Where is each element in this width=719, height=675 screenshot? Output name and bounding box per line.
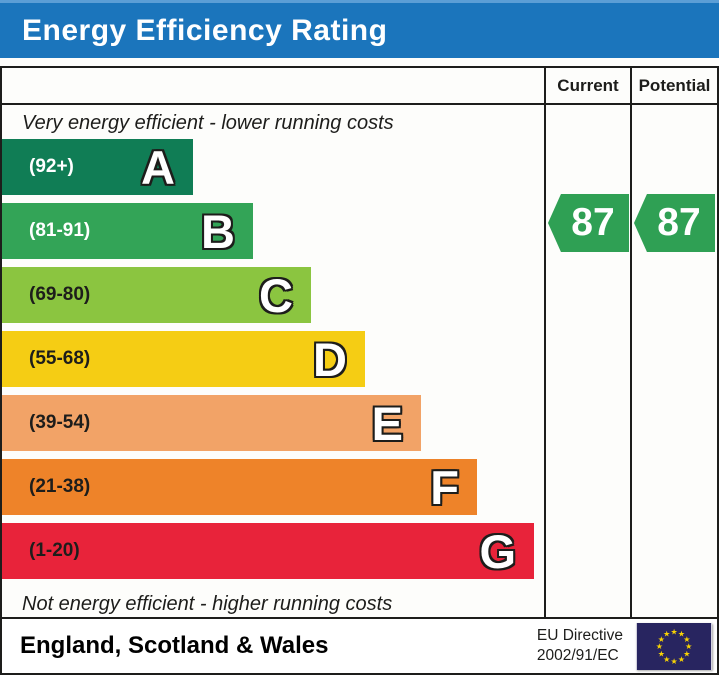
eu-directive-label: EU Directive 2002/91/EC [537,626,623,666]
svg-text:★: ★ [658,649,665,658]
band-letter: A [141,140,175,194]
band-bar-c: (69-80) C [2,267,311,323]
current-rating-value: 87 [571,201,615,244]
current-rating-arrow: 87 [548,194,629,252]
band-range-label: (1-20) [29,540,80,561]
svg-text:★: ★ [683,649,690,658]
bands: (92+) A (81-91) B (69-80) C (55-68) D (39-54) E (2… [2,139,544,579]
band-row-c: (69-80) C [2,267,544,323]
top-note: Very energy efficient - lower running co… [22,112,394,134]
header-spacer-cell [2,68,544,103]
band-bar-b: (81-91) B [2,203,253,259]
band-row-g: (1-20) G [2,523,544,579]
band-range-label: (21-38) [29,476,91,497]
svg-text:★: ★ [685,642,692,651]
table-footer-row: England, Scotland & Wales EU Directive 2… [2,617,717,673]
bands-chart-cell: Very energy efficient - lower running co… [2,105,544,617]
potential-rating-arrow: 87 [634,194,715,252]
band-letter: B [201,204,235,258]
svg-text:★: ★ [656,642,663,651]
rating-table: Current Potential Very energy efficient … [0,66,719,675]
band-range-label: (69-80) [29,284,91,305]
band-range-label: (92+) [29,156,74,177]
band-row-a: (92+) A [2,139,544,195]
svg-text:★: ★ [683,634,690,643]
band-letter: G [479,524,516,578]
band-row-b: (81-91) B [2,203,544,259]
eu-directive-line2: 2002/91/EC [536,647,619,664]
svg-text:★: ★ [663,654,670,663]
band-letter: D [313,332,347,386]
band-range-label: (55-68) [29,348,91,369]
band-range-label: (39-54) [29,412,91,433]
current-score-cell: 87 [544,105,630,617]
svg-text:★: ★ [678,654,685,663]
eu-directive-line1: EU Directive [536,627,623,644]
svg-text:★: ★ [658,634,665,643]
table-header-row: Current Potential [2,68,717,105]
page-title: Energy Efficiency Rating [22,13,388,47]
band-bar-a: (92+) A [2,139,193,195]
svg-text:★: ★ [678,629,685,638]
band-bar-f: (21-38) F [2,459,477,515]
current-column-header: Current [544,68,630,103]
potential-score-cell: 87 [630,105,717,617]
table-body-row: Very energy efficient - lower running co… [2,105,717,617]
band-bar-g: (1-20) G [2,523,534,579]
band-bar-e: (39-54) E [2,395,421,451]
band-letter: E [371,396,403,450]
title-bar: Energy Efficiency Rating [0,0,719,58]
potential-rating-value: 87 [657,201,701,244]
band-letter: F [430,460,459,514]
svg-text:★: ★ [670,627,677,636]
bottom-note: Not energy efficient - higher running co… [22,593,393,615]
band-bar-d: (55-68) D [2,331,365,387]
eu-flag-icon: ★ ★★★★★★★★★★★ [636,622,712,670]
svg-text:★: ★ [670,656,677,665]
potential-column-header: Potential [630,68,717,103]
svg-text:★: ★ [663,629,670,638]
band-row-d: (55-68) D [2,331,544,387]
band-row-e: (39-54) E [2,395,544,451]
band-row-f: (21-38) F [2,459,544,515]
band-letter: C [259,268,293,322]
region-label: England, Scotland & Wales [20,632,329,659]
band-range-label: (81-91) [29,220,91,241]
